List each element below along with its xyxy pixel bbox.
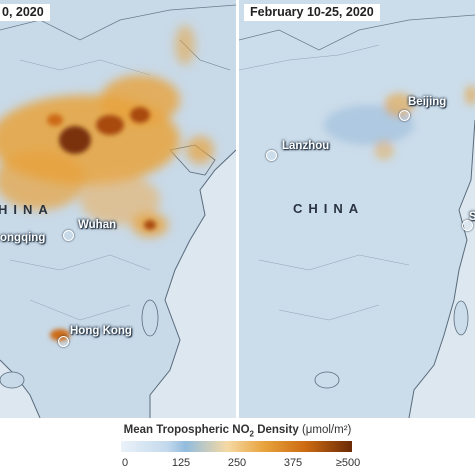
legend-unit: (μmol/m²) <box>301 424 352 436</box>
legend-tick-375: 375 <box>283 457 303 469</box>
legend-title-suffix: Density <box>257 424 299 436</box>
shanghai-marker <box>462 220 473 231</box>
city-label-wuhan: Wuhan <box>78 219 117 231</box>
legend-tick-500: ≥500 <box>335 457 361 469</box>
legend-tick-0: 0 <box>121 457 129 469</box>
panel-divider <box>236 0 239 418</box>
hong-kong-marker <box>58 336 69 347</box>
map-panel-left: 0, 2020 HINA Wuhan ongqing Hong Kong <box>0 0 236 418</box>
legend-subscript: 2 <box>249 429 254 439</box>
no2-map-right <box>239 0 475 418</box>
legend-tick-250: 250 <box>227 457 247 469</box>
country-label-right: CHINA <box>293 201 365 216</box>
legend-tick-125: 125 <box>171 457 191 469</box>
country-label-left: HINA <box>0 202 54 217</box>
city-label-chongqing: ongqing <box>0 232 46 244</box>
legend-color-bar <box>121 441 352 452</box>
city-label-beijing: Beijing <box>408 96 447 108</box>
city-label-shanghai: S <box>469 211 475 223</box>
wuhan-marker <box>63 230 74 241</box>
no2-map-left <box>0 0 236 418</box>
lanzhou-marker <box>266 150 277 161</box>
panel-title-left: 0, 2020 <box>0 4 50 21</box>
city-label-lanzhou: Lanzhou <box>282 140 330 152</box>
panel-title-right: February 10-25, 2020 <box>244 4 380 21</box>
city-label-hong-kong: Hong Kong <box>70 325 132 337</box>
legend-title: Mean Tropospheric NO2 Density (μmol/m²) <box>0 424 475 438</box>
beijing-marker <box>399 110 410 121</box>
map-panel-right: February 10-25, 2020 CHINA Beijing Lanzh… <box>239 0 475 418</box>
legend-title-text: Mean Tropospheric NO <box>123 424 250 436</box>
